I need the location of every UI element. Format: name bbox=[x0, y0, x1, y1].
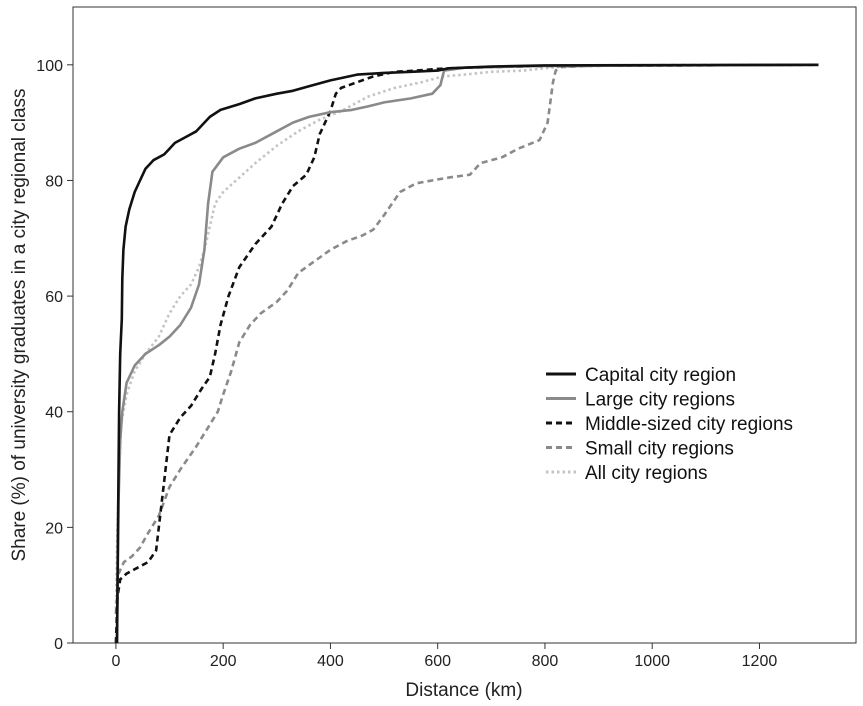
legend-label-2: Middle-sized city regions bbox=[585, 414, 793, 435]
x-tick-label: 600 bbox=[424, 653, 451, 670]
plot-frame bbox=[72, 6, 857, 644]
legend: Capital city region Large city regions Mid… bbox=[546, 365, 793, 484]
y-tick-label: 100 bbox=[36, 58, 63, 75]
y-tick-label: 40 bbox=[45, 405, 63, 422]
series-lines bbox=[114, 63, 819, 644]
legend-label-1: Large city regions bbox=[585, 390, 735, 411]
y-tick-label: 80 bbox=[45, 173, 63, 190]
y-axis-title: Share (%) of university graduates in a c… bbox=[9, 88, 30, 561]
series-line-0 bbox=[115, 63, 819, 644]
x-tick-label: 200 bbox=[210, 653, 237, 670]
y-tick-label: 60 bbox=[45, 289, 63, 306]
series-line-4 bbox=[114, 63, 819, 609]
legend-label-4: All city regions bbox=[585, 463, 708, 484]
x-tick-label: 1000 bbox=[634, 653, 670, 670]
legend-label-0: Capital city region bbox=[585, 365, 736, 386]
x-axis-title: Distance (km) bbox=[405, 680, 522, 701]
series-line-3 bbox=[114, 63, 819, 615]
y-tick-label: 0 bbox=[54, 636, 63, 653]
x-tick-label: 0 bbox=[111, 653, 120, 670]
axis-ticks: 0 200 400 600 800 1000 1200 0 20 40 60 80 100 bbox=[36, 58, 777, 670]
legend-label-3: Small city regions bbox=[585, 439, 734, 460]
x-tick-label: 400 bbox=[317, 653, 344, 670]
x-tick-label: 800 bbox=[532, 653, 559, 670]
series-line-1 bbox=[115, 63, 819, 644]
x-tick-label: 1200 bbox=[742, 653, 778, 670]
y-tick-label: 20 bbox=[45, 520, 63, 537]
